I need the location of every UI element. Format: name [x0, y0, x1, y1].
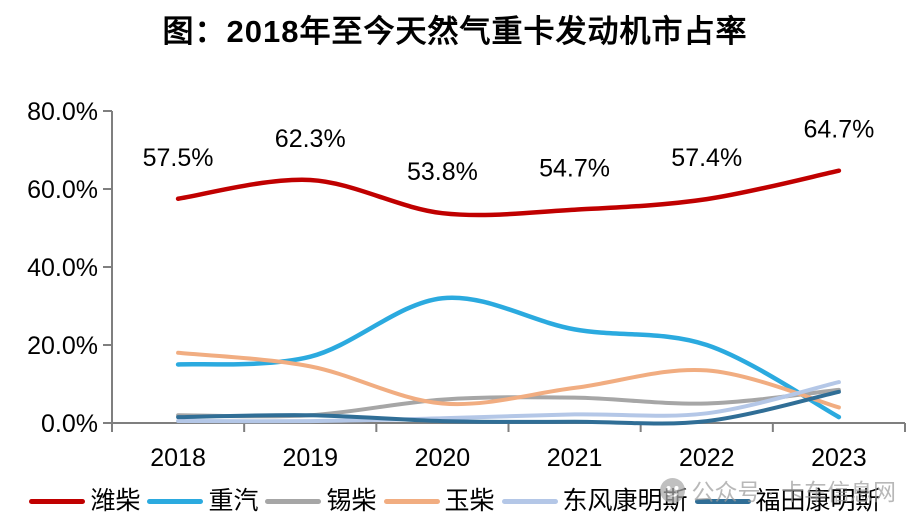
data-label-0-4: 57.4% — [671, 144, 742, 172]
legend-item-3: 玉柴 — [383, 486, 495, 516]
legend-label: 潍柴 — [90, 487, 141, 515]
data-label-0-1: 62.3% — [275, 125, 346, 153]
legend-label: 东风康明斯 — [562, 487, 688, 515]
data-label-0-5: 64.7% — [803, 116, 874, 144]
series-line-3 — [176, 350, 841, 410]
legend-label: 锡柴 — [326, 487, 377, 515]
legend-label: 重汽 — [208, 487, 259, 515]
legend-swatch-icon — [29, 498, 86, 504]
x-tick-label: 2020 — [415, 444, 471, 472]
legend-item-2: 锡柴 — [265, 486, 377, 516]
x-tick-label: 2022 — [679, 444, 735, 472]
legend-item-4: 东风康明斯 — [501, 486, 688, 516]
x-tick-label: 2019 — [282, 444, 338, 472]
series-line-1 — [175, 295, 842, 420]
legend-swatch-icon — [147, 498, 204, 504]
y-tick-label: 0.0% — [41, 410, 98, 438]
y-tick-label: 20.0% — [27, 332, 98, 360]
legend-label: 玉柴 — [444, 487, 495, 515]
legend-swatch-icon — [383, 498, 440, 504]
series-line-5 — [176, 389, 841, 426]
x-tick-label: 2023 — [811, 444, 867, 472]
y-tick-label: 80.0% — [27, 98, 98, 126]
data-label-0-2: 53.8% — [407, 158, 478, 186]
plot-area: 80.0% 60.0% 40.0% 20.0% 0.0% 2018 2019 2020 2021… — [27, 98, 906, 472]
legend-item-1: 重汽 — [147, 486, 258, 516]
y-tick-label: 60.0% — [27, 176, 98, 204]
data-label-0-0: 57.5% — [143, 144, 214, 172]
legend-item-5: 福田康明斯 — [694, 486, 881, 516]
data-label-0-3: 54.7% — [539, 155, 610, 183]
legend: 潍柴 重汽 锡柴 玉柴 东风康明斯 福田康明斯 — [0, 486, 910, 516]
series-line-2 — [176, 387, 841, 419]
chart-title: 图：2018年至今天然气重卡发动机市占率 — [162, 14, 748, 49]
legend-item-0: 潍柴 — [29, 486, 140, 516]
axis-lines — [111, 111, 905, 424]
y-tick-label: 40.0% — [27, 254, 98, 282]
legend-label: 福田康明斯 — [755, 487, 881, 515]
legend-swatch-icon — [501, 498, 558, 504]
legend-swatch-icon — [694, 498, 751, 504]
x-tick-label: 2021 — [547, 444, 603, 472]
series-line-0 — [175, 168, 842, 218]
x-tick-label: 2018 — [150, 444, 206, 472]
legend-swatch-icon — [265, 498, 322, 504]
series-line-4 — [176, 380, 841, 424]
